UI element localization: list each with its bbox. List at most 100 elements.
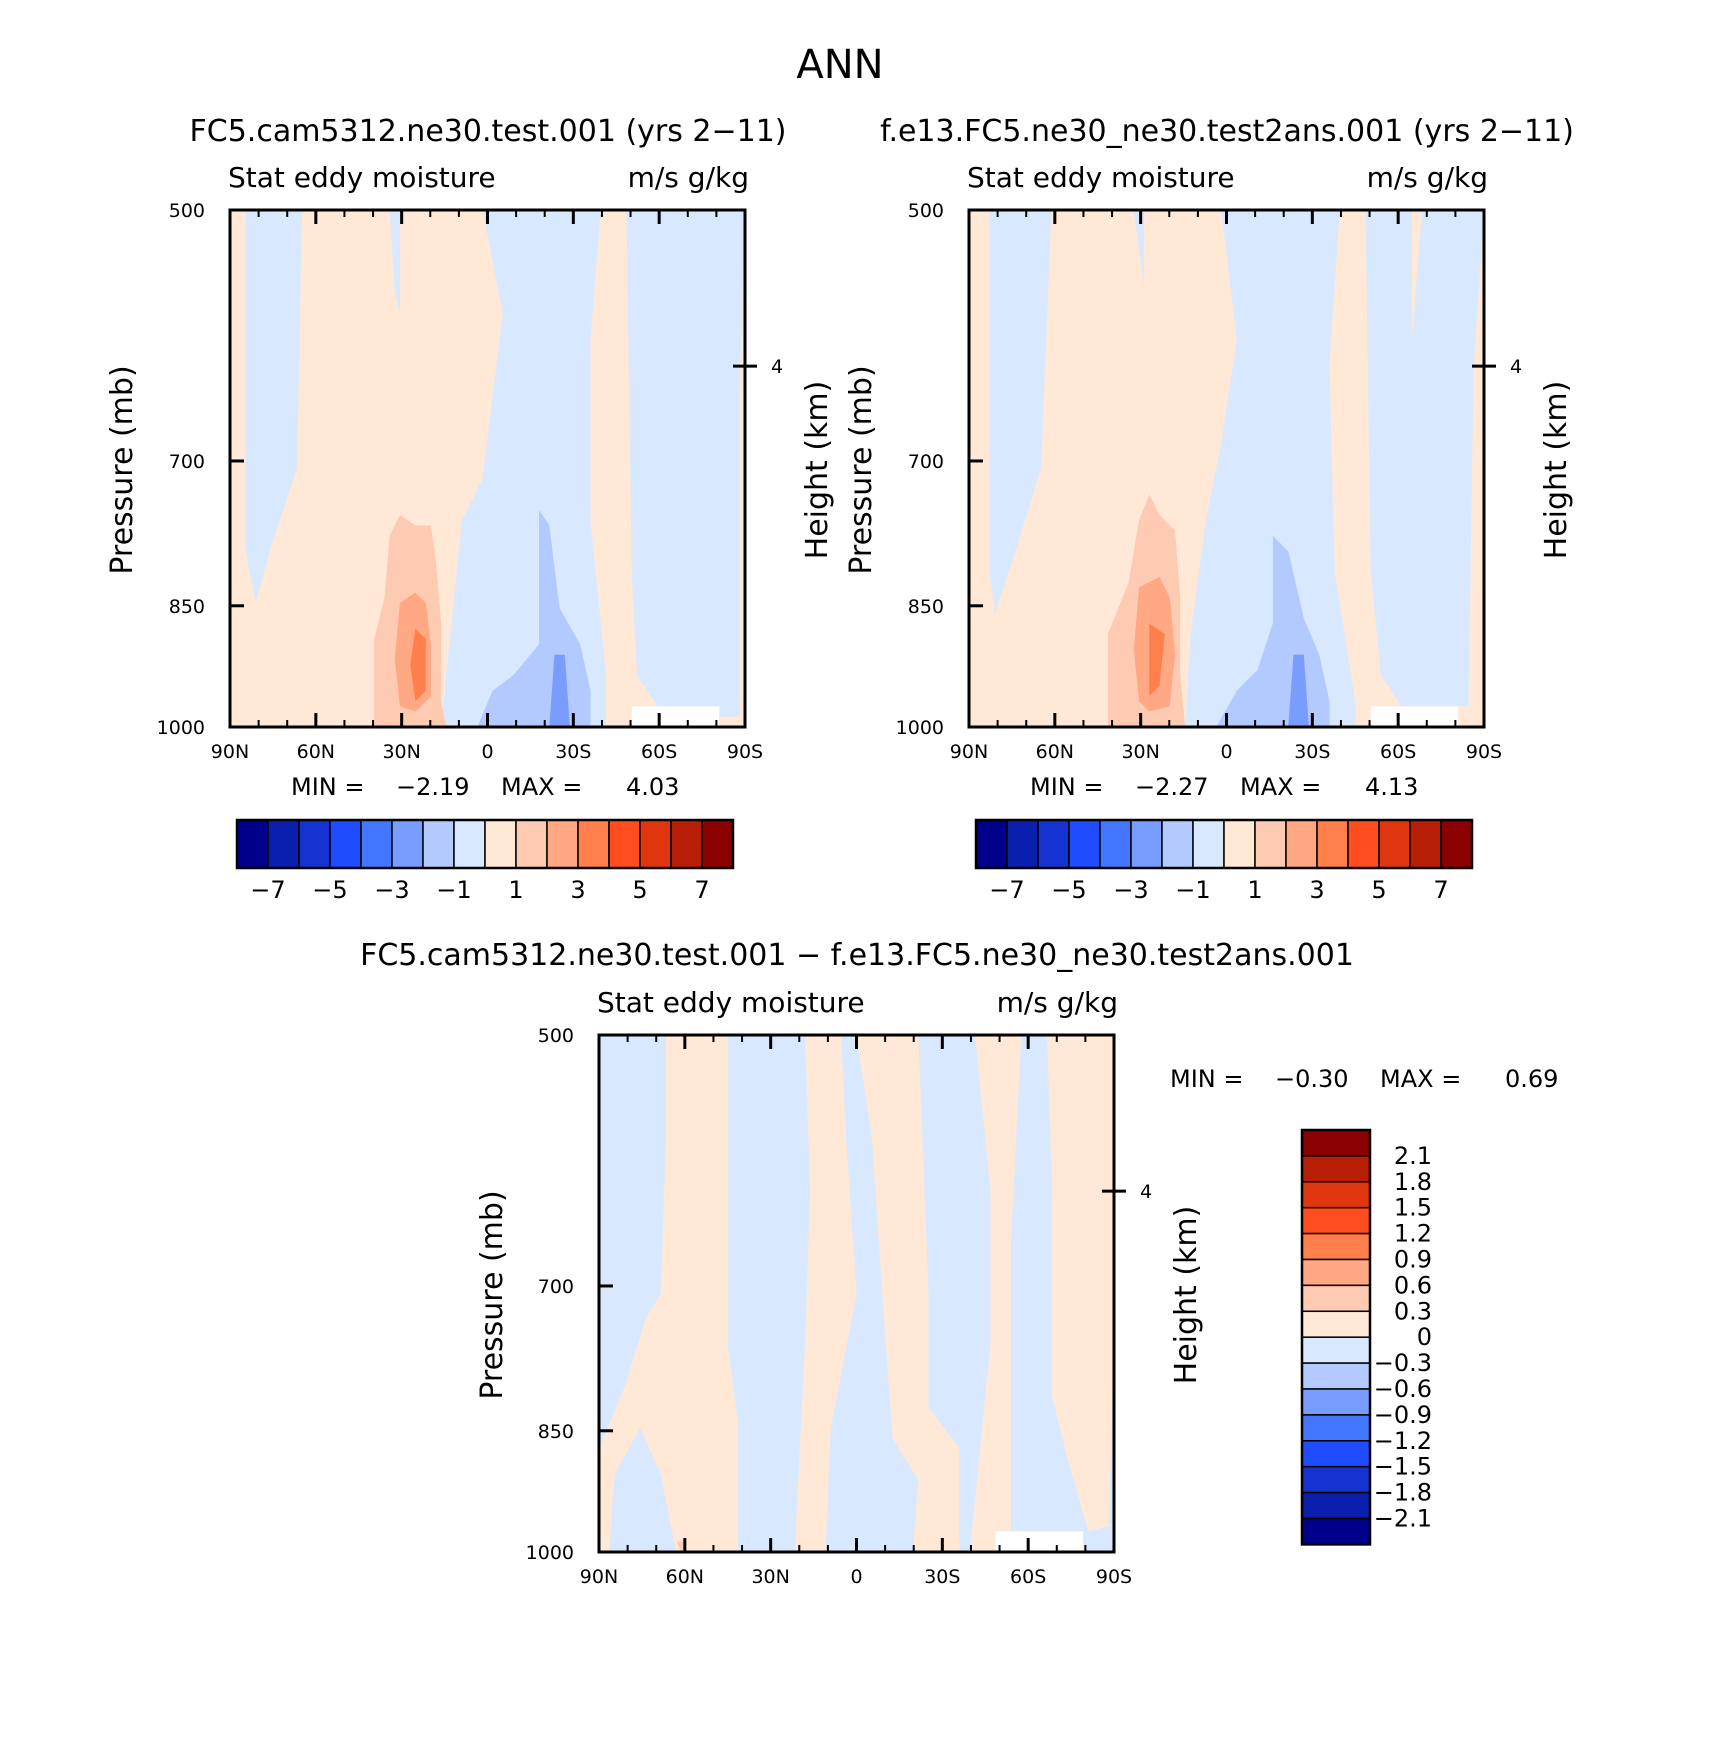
minmax-control: MIN = −2.27 MAX = 4.13 — [1030, 773, 1418, 801]
colorbar-label: −1.8 — [1374, 1479, 1432, 1507]
x-tick-label: 60N — [666, 1566, 704, 1588]
right-ylabel-control: Height (km) — [1539, 381, 1574, 560]
contour-region — [794, 1035, 857, 1552]
contour-field-test — [230, 210, 745, 727]
colorbar-frame — [1300, 1128, 1372, 1546]
x-tick-label: 90N — [211, 741, 249, 763]
x-tick-label: 60S — [1380, 741, 1416, 763]
contour-region — [856, 1035, 960, 1552]
contour-region — [410, 628, 426, 702]
ylabel-diff: Pressure (mb) — [475, 1190, 510, 1399]
ylabel-control: Pressure (mb) — [844, 365, 879, 574]
colorbar-swatch — [1316, 819, 1349, 869]
colorbar-swatch — [1130, 819, 1163, 869]
colorbar-label: 5 — [1371, 876, 1386, 904]
colorbar-swatch — [975, 819, 1008, 869]
missing-data-area — [995, 1531, 1084, 1552]
colorbar-swatch — [298, 819, 331, 869]
y-tick-label: 500 — [538, 1025, 574, 1047]
colorbar-swatch — [1068, 819, 1101, 869]
min-value: −2.27 — [1135, 773, 1209, 801]
x-tick-label: 30S — [1294, 741, 1330, 763]
contour-region — [989, 210, 1052, 614]
figure-title: ANN — [796, 42, 883, 88]
colorbar-label: 1.8 — [1394, 1168, 1432, 1196]
minmax-test: MIN = −2.19 MAX = 4.03 — [291, 773, 679, 801]
y-tick-label: 700 — [169, 451, 205, 473]
colorbar-label: 1.5 — [1394, 1194, 1432, 1222]
colorbar-swatch — [577, 819, 610, 869]
colorbar-swatch — [1301, 1181, 1371, 1209]
x-tick-label: 30N — [751, 1566, 789, 1588]
axes-control: 90N 60N 30N 0 30S 60S 90S 500 700 850 1000 4 — [896, 200, 1522, 763]
colorbar-label: −5 — [1051, 876, 1086, 904]
colorbar-label: −5 — [312, 876, 347, 904]
left-subtitle-control: Stat eddy moisture — [967, 161, 1235, 194]
left-subtitle-test: Stat eddy moisture — [228, 161, 496, 194]
x-tick-label: 90N — [950, 741, 988, 763]
colorbar-label: −7 — [250, 876, 285, 904]
colorbar-swatch — [422, 819, 455, 869]
contour-field-control — [969, 210, 1484, 727]
colorbar-swatch — [1409, 819, 1442, 869]
x-tick-label: 0 — [1220, 741, 1232, 763]
colorbar-swatch — [608, 819, 641, 869]
x-tick-label: 30N — [1121, 741, 1159, 763]
colorbar-swatch — [1099, 819, 1132, 869]
colorbar-label: −1.5 — [1374, 1453, 1432, 1481]
colorbar-label: 5 — [632, 876, 647, 904]
contour-region — [245, 210, 303, 603]
ylabel-test: Pressure (mb) — [105, 365, 140, 574]
colorbar-label: 0.6 — [1394, 1271, 1432, 1299]
max-value: 4.13 — [1365, 773, 1418, 801]
missing-data-area — [631, 706, 720, 727]
colorbar-label: −3 — [374, 876, 409, 904]
colorbar-swatch — [236, 819, 269, 869]
colorbar-swatch — [1378, 819, 1411, 869]
colorbar-swatch — [1301, 1129, 1371, 1157]
colorbar-swatch — [1301, 1465, 1371, 1494]
missing-data-area — [1370, 706, 1459, 727]
min-label: MIN = — [291, 773, 364, 801]
x-tick-label: 60N — [1036, 741, 1074, 763]
y-tick-label: 850 — [908, 596, 944, 618]
colorbar-label: 0.9 — [1394, 1246, 1432, 1274]
contour-region — [969, 1035, 1022, 1552]
contour-region — [441, 210, 606, 727]
colorbar-swatch — [1301, 1440, 1371, 1468]
colorbar-label: −3 — [1113, 876, 1148, 904]
colorbar-label: 1.2 — [1394, 1220, 1432, 1248]
x-tick-label: 90S — [1466, 741, 1502, 763]
contour-region — [1365, 210, 1484, 707]
colorbar-swatch — [1192, 819, 1225, 869]
colorbar-label: 1 — [1247, 876, 1262, 904]
colorbar-label: 0 — [1417, 1323, 1432, 1351]
x-tick-label: 90N — [580, 1566, 618, 1588]
x-tick-label: 60S — [1010, 1566, 1046, 1588]
colorbar-label: −0.6 — [1374, 1375, 1432, 1403]
colorbar-swatch — [1223, 819, 1256, 869]
contour-region — [1185, 210, 1356, 727]
colorbar-swatch — [1301, 1284, 1371, 1313]
colorbar-label: −0.3 — [1374, 1349, 1432, 1377]
max-value: 0.69 — [1505, 1065, 1558, 1093]
contour-region — [389, 210, 400, 314]
contour-region — [1288, 654, 1309, 727]
min-label: MIN = — [1030, 773, 1103, 801]
colorbar-swatch — [1161, 819, 1194, 869]
colorbar-swatch — [1301, 1414, 1371, 1442]
colorbar-swatch — [267, 819, 300, 869]
y-tick-label: 1000 — [157, 717, 205, 739]
max-label: MAX = — [1380, 1065, 1461, 1093]
x-tick-label: 30S — [924, 1566, 960, 1588]
height-tick-label: 4 — [1510, 356, 1522, 378]
colorbar-swatch — [1347, 819, 1380, 869]
height-tick-label: 4 — [1140, 1181, 1152, 1203]
colorbar-swatch — [515, 819, 548, 869]
colorbar-label: 7 — [1433, 876, 1448, 904]
y-tick-label: 850 — [538, 1421, 574, 1443]
right-subtitle-diff: m/s g/kg — [997, 986, 1118, 1019]
colorbar-label: 3 — [570, 876, 585, 904]
panel-title-control: f.e13.FC5.ne30_ne30.test2ans.001 (yrs 2−… — [880, 114, 1574, 149]
